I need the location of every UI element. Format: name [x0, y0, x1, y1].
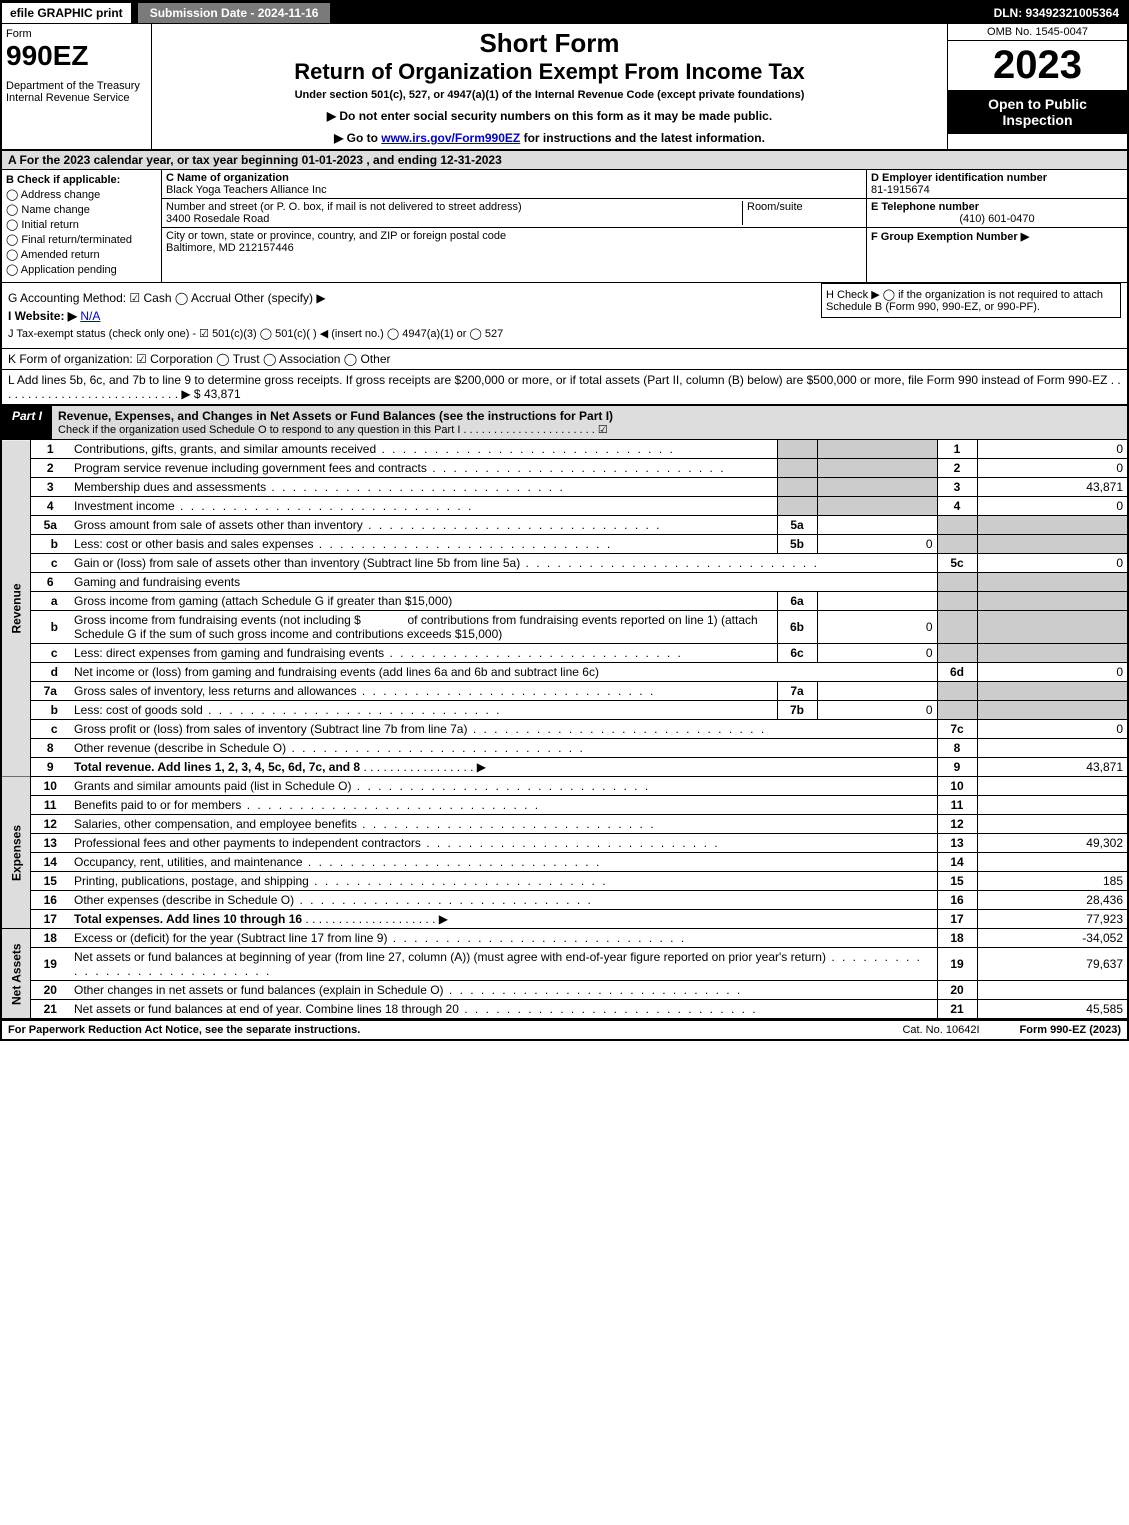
line-5b: bLess: cost or other basis and sales exp… — [2, 535, 1127, 554]
line-8: 8Other revenue (describe in Schedule O) … — [2, 739, 1127, 758]
footer: For Paperwork Reduction Act Notice, see … — [2, 1019, 1127, 1039]
title-1: Short Form — [156, 28, 943, 59]
line-12: 12Salaries, other compensation, and empl… — [2, 815, 1127, 834]
block-bcde: B Check if applicable: ◯ Address change … — [2, 170, 1127, 283]
org-address-block: Number and street (or P. O. box, if mail… — [162, 199, 866, 228]
line-3: 3Membership dues and assessments 343,871 — [2, 478, 1127, 497]
line-5c: cGain or (loss) from sale of assets othe… — [2, 554, 1127, 573]
header-left: Form 990EZ Department of the Treasury In… — [2, 24, 152, 149]
row-l: L Add lines 5b, 6c, and 7b to line 9 to … — [2, 370, 1127, 406]
line-16: 16Other expenses (describe in Schedule O… — [2, 891, 1127, 910]
line-15: 15Printing, publications, postage, and s… — [2, 872, 1127, 891]
street-label: Number and street (or P. O. box, if mail… — [166, 201, 522, 213]
header: Form 990EZ Department of the Treasury In… — [2, 24, 1127, 151]
line-7b: bLess: cost of goods sold 7b0 — [2, 701, 1127, 720]
netassets-label: Net Assets — [2, 929, 30, 1019]
ein: 81-1915674 — [871, 184, 1123, 196]
line-4: 4Investment income 40 — [2, 497, 1127, 516]
chk-amended-return[interactable]: ◯ Amended return — [6, 248, 157, 261]
org-name-block: C Name of organization Black Yoga Teache… — [162, 170, 866, 199]
line-19: 19Net assets or fund balances at beginni… — [2, 948, 1127, 981]
chk-final-return[interactable]: ◯ Final return/terminated — [6, 233, 157, 246]
block-ghi: H Check ▶ ◯ if the organization is not r… — [2, 283, 1127, 349]
irs-link[interactable]: www.irs.gov/Form990EZ — [381, 131, 520, 145]
line-21: 21Net assets or fund balances at end of … — [2, 1000, 1127, 1019]
top-bar: efile GRAPHIC print Submission Date - 20… — [2, 2, 1127, 24]
row-a: A For the 2023 calendar year, or tax yea… — [2, 151, 1127, 170]
header-center: Short Form Return of Organization Exempt… — [152, 24, 947, 149]
line-14: 14Occupancy, rent, utilities, and mainte… — [2, 853, 1127, 872]
city-label: City or town, state or province, country… — [166, 230, 506, 242]
part-1-header: Part I Revenue, Expenses, and Changes in… — [2, 406, 1127, 440]
city: Baltimore, MD 212157446 — [166, 242, 294, 254]
chk-name-change[interactable]: ◯ Name change — [6, 203, 157, 216]
dept-2: Internal Revenue Service — [6, 92, 147, 104]
line-6c: cLess: direct expenses from gaming and f… — [2, 644, 1127, 663]
d-label: D Employer identification number — [871, 172, 1047, 184]
line-20: 20Other changes in net assets or fund ba… — [2, 981, 1127, 1000]
group-exemption: F Group Exemption Number ▶ — [867, 228, 1127, 245]
line-17: 17Total expenses. Add lines 10 through 1… — [2, 910, 1127, 929]
part-1-title: Revenue, Expenses, and Changes in Net As… — [52, 406, 1127, 439]
tax-year: 2023 — [948, 41, 1127, 90]
phone-block: E Telephone number (410) 601-0470 — [867, 199, 1127, 228]
column-de: D Employer identification number 81-1915… — [867, 170, 1127, 282]
chk-address-change[interactable]: ◯ Address change — [6, 188, 157, 201]
dln: DLN: 93492321005364 — [986, 3, 1127, 23]
street: 3400 Rosedale Road — [166, 213, 269, 225]
column-b: B Check if applicable: ◯ Address change … — [2, 170, 162, 282]
c-name-label: C Name of organization — [166, 172, 289, 184]
subtitle: Under section 501(c), 527, or 4947(a)(1)… — [156, 89, 943, 101]
submission-date: Submission Date - 2024-11-16 — [137, 2, 332, 24]
chk-application-pending[interactable]: ◯ Application pending — [6, 263, 157, 276]
warning-1: ▶ Do not enter social security numbers o… — [156, 109, 943, 123]
line-10: Expenses 10Grants and similar amounts pa… — [2, 777, 1127, 796]
website-value[interactable]: N/A — [80, 309, 100, 323]
j-tax-exempt: J Tax-exempt status (check only one) - ☑… — [8, 327, 1121, 340]
h-box: H Check ▶ ◯ if the organization is not r… — [821, 283, 1121, 318]
line-1: Revenue 1Contributions, gifts, grants, a… — [2, 440, 1127, 459]
dept-1: Department of the Treasury — [6, 80, 147, 92]
title-2: Return of Organization Exempt From Incom… — [156, 59, 943, 85]
e-label: E Telephone number — [871, 201, 979, 213]
line-9: 9Total revenue. Add lines 1, 2, 3, 4, 5c… — [2, 758, 1127, 777]
revenue-label: Revenue — [2, 440, 30, 777]
form-number: 990EZ — [6, 40, 147, 72]
header-right: OMB No. 1545-0047 2023 Open to Public In… — [947, 24, 1127, 149]
expenses-label: Expenses — [2, 777, 30, 929]
line-13: 13Professional fees and other payments t… — [2, 834, 1127, 853]
form-label: Form — [6, 28, 147, 40]
footer-right: Form 990-EZ (2023) — [1020, 1024, 1121, 1036]
org-name: Black Yoga Teachers Alliance Inc — [166, 184, 327, 196]
column-c: C Name of organization Black Yoga Teache… — [162, 170, 867, 282]
ein-block: D Employer identification number 81-1915… — [867, 170, 1127, 199]
line-7a: 7aGross sales of inventory, less returns… — [2, 682, 1127, 701]
footer-center: Cat. No. 10642I — [902, 1024, 979, 1036]
line-2: 2Program service revenue including gover… — [2, 459, 1127, 478]
phone: (410) 601-0470 — [871, 213, 1123, 225]
open-to-public: Open to Public Inspection — [948, 90, 1127, 134]
part-1-tag: Part I — [2, 406, 52, 439]
form-990ez-page: efile GRAPHIC print Submission Date - 20… — [0, 0, 1129, 1041]
line-6d: dNet income or (loss) from gaming and fu… — [2, 663, 1127, 682]
warning-2: ▶ Go to www.irs.gov/Form990EZ for instru… — [156, 131, 943, 145]
efile-label: efile GRAPHIC print — [2, 3, 133, 23]
line-6a: aGross income from gaming (attach Schedu… — [2, 592, 1127, 611]
row-k: K Form of organization: ☑ Corporation ◯ … — [2, 349, 1127, 370]
part-1-table: Revenue 1Contributions, gifts, grants, a… — [2, 440, 1127, 1019]
line-5a: 5aGross amount from sale of assets other… — [2, 516, 1127, 535]
line-11: 11Benefits paid to or for members 11 — [2, 796, 1127, 815]
line-6b: bGross income from fundraising events (n… — [2, 611, 1127, 644]
org-city-block: City or town, state or province, country… — [162, 228, 866, 256]
b-label: B Check if applicable: — [6, 174, 120, 186]
chk-initial-return[interactable]: ◯ Initial return — [6, 218, 157, 231]
line-18: Net Assets 18Excess or (deficit) for the… — [2, 929, 1127, 948]
line-7c: cGross profit or (loss) from sales of in… — [2, 720, 1127, 739]
room-label: Room/suite — [742, 201, 862, 225]
omb-number: OMB No. 1545-0047 — [948, 24, 1127, 41]
footer-left: For Paperwork Reduction Act Notice, see … — [8, 1024, 862, 1036]
line-6: 6Gaming and fundraising events — [2, 573, 1127, 592]
